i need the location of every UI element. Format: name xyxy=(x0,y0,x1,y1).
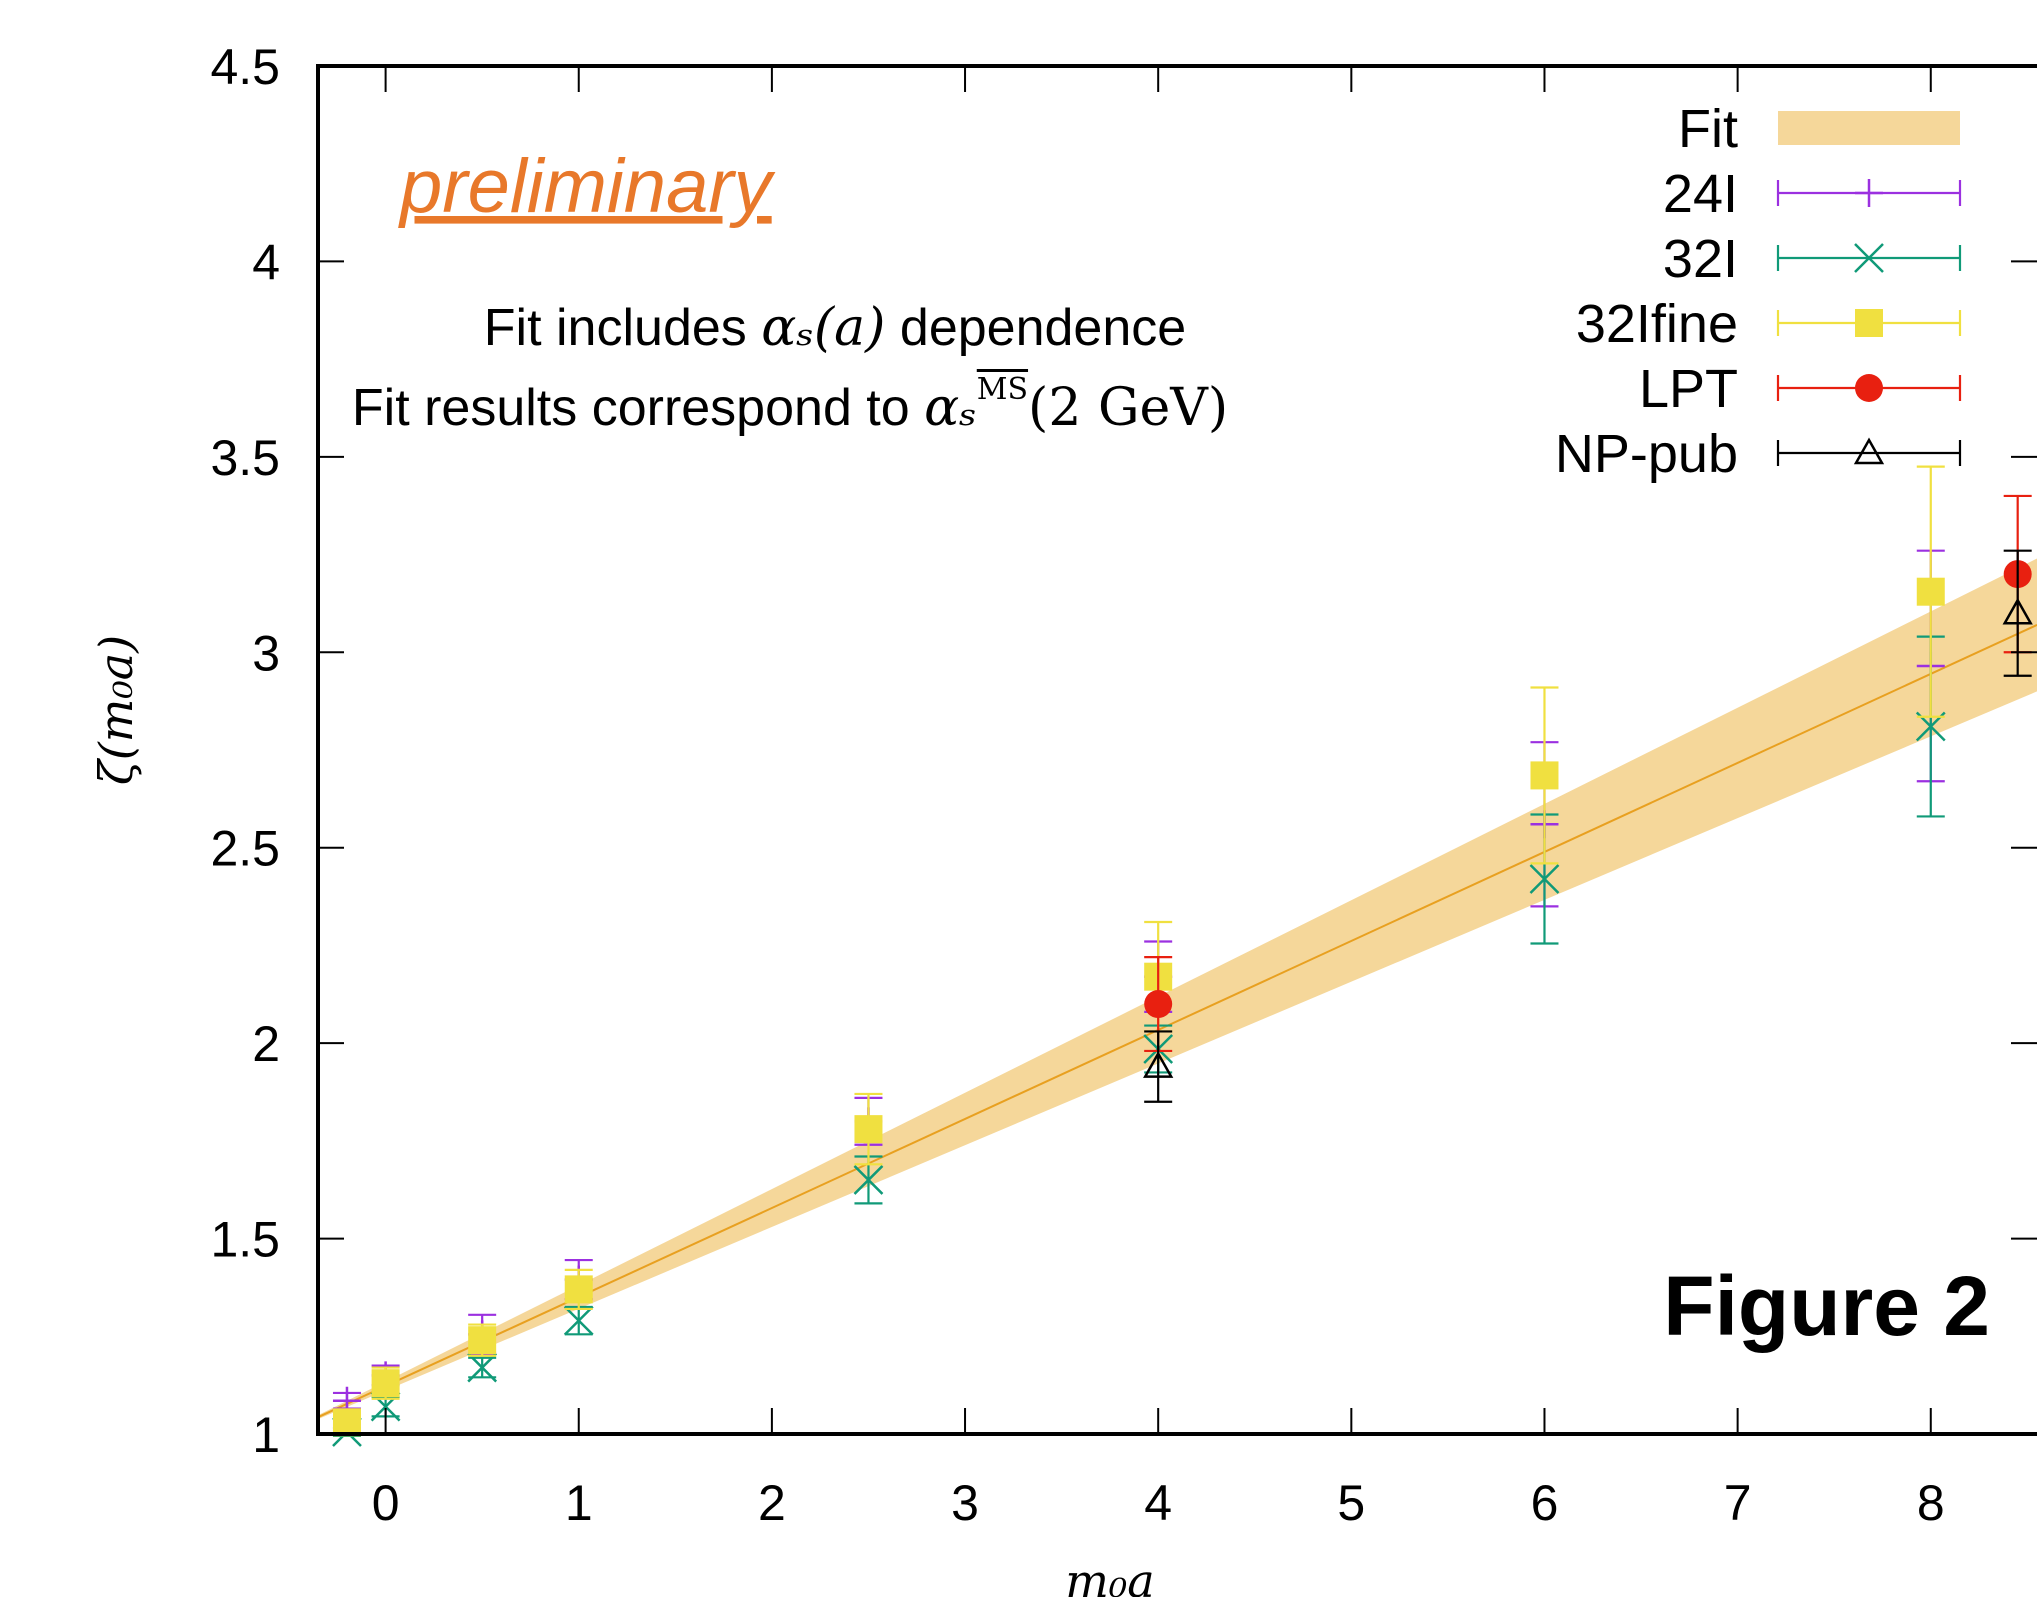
axis-layer: 0 1 2 3 4 5 6 7 8 1 1.5 2 2.5 3 3.5 4 4.5 xyxy=(210,39,2037,1531)
legend-swatch-marker xyxy=(1853,437,1885,465)
error-bar xyxy=(1144,1030,1173,1103)
x-axis-title: m₀a xyxy=(1065,1554,1154,1597)
fit-band xyxy=(318,558,2037,1420)
plot-frame xyxy=(316,64,2037,1436)
note-line-1: Fit includes αₛ(a) dependence xyxy=(484,298,1186,358)
x-tick-label: 8 xyxy=(1917,1475,1945,1531)
note-line-2-text-b: (2 GeV) xyxy=(1028,378,1228,438)
y-tick-label: 2.5 xyxy=(210,821,280,877)
data-point xyxy=(370,1391,401,1422)
legend-entry-32ifine: 32Ifine xyxy=(1576,294,1962,354)
y-tick-label: 1 xyxy=(252,1407,280,1463)
data-point xyxy=(854,1115,883,1144)
data-point xyxy=(468,1326,497,1355)
x-tick-label: 6 xyxy=(1531,1475,1559,1531)
legend-label: 32Ifine xyxy=(1576,294,1738,354)
y-tick-label: 1.5 xyxy=(210,1212,280,1268)
legend-swatch-line xyxy=(1776,440,1962,466)
x-tick-label: 5 xyxy=(1337,1475,1365,1531)
legend-label: NP-pub xyxy=(1555,424,1738,484)
note-line-2: Fit results correspond to αₛMS(2 GeV) xyxy=(352,372,1228,438)
legend-swatch-band xyxy=(1778,111,1960,145)
preliminary-label: preliminary xyxy=(398,144,776,229)
y-tick-label: 2 xyxy=(252,1016,280,1072)
data-point xyxy=(1529,864,1560,894)
fit-band-layer xyxy=(317,558,2037,1420)
legend-entry-fit: Fit xyxy=(1678,99,1960,159)
x-tick-label: 4 xyxy=(1144,1475,1172,1531)
data-point xyxy=(1916,577,1945,606)
legend-entry-24i: 24I xyxy=(1663,164,1962,224)
note-line-1-text-b: dependence xyxy=(885,299,1186,357)
x-tick-label: 0 xyxy=(372,1475,400,1531)
legend-entry-lpt: LPT xyxy=(1639,359,1962,419)
legend-label: 24I xyxy=(1663,164,1738,224)
data-point xyxy=(1144,990,1173,1019)
x-tick-label: 7 xyxy=(1724,1475,1752,1531)
legend-label: 32I xyxy=(1663,229,1738,289)
y-axis-title: ζ(m₀a) xyxy=(89,635,143,785)
data-point xyxy=(467,1352,498,1383)
legend-swatch-marker xyxy=(1854,243,1884,273)
legend-entry-32i: 32I xyxy=(1663,229,1962,289)
x-tick-label: 3 xyxy=(951,1475,979,1531)
data-layer xyxy=(332,465,2033,1447)
x-tick-label: 2 xyxy=(758,1475,786,1531)
legend-swatch-marker xyxy=(1855,179,1883,207)
y-tick-label: 4.5 xyxy=(210,39,280,95)
legend-swatch-marker xyxy=(1855,309,1883,337)
note-line-2-superscript: MS xyxy=(977,372,1028,407)
data-point xyxy=(371,1369,400,1398)
series-np-pub xyxy=(1143,549,2033,1103)
y-tick-label: 4 xyxy=(252,234,280,290)
series-32ifine xyxy=(332,465,1945,1437)
data-point xyxy=(332,1408,361,1437)
legend-entry-np-pub: NP-pub xyxy=(1555,424,1962,484)
legend-label: Fit xyxy=(1678,99,1738,159)
figure-label: Figure 2 xyxy=(1663,1259,1990,1353)
data-point xyxy=(1143,1051,1174,1078)
error-bar xyxy=(2003,549,2032,677)
note-line-2-math: αₛ xyxy=(924,378,977,438)
legend-label: LPT xyxy=(1639,359,1738,419)
x-tick-label: 1 xyxy=(565,1475,593,1531)
note-line-2-text-a: Fit results correspond to xyxy=(352,379,924,437)
data-point xyxy=(564,1275,593,1304)
note-line-1-text-a: Fit includes xyxy=(484,299,761,357)
fit-central-line xyxy=(317,624,2037,1419)
data-point xyxy=(1530,761,1559,790)
data-point xyxy=(2002,597,2033,625)
note-line-1-math: αₛ(a) xyxy=(761,298,885,358)
data-point xyxy=(853,1165,884,1195)
data-point xyxy=(563,1305,594,1336)
y-tick-label: 3 xyxy=(252,625,280,681)
legend-swatch-marker xyxy=(1855,374,1883,402)
y-tick-label: 3.5 xyxy=(210,430,280,486)
